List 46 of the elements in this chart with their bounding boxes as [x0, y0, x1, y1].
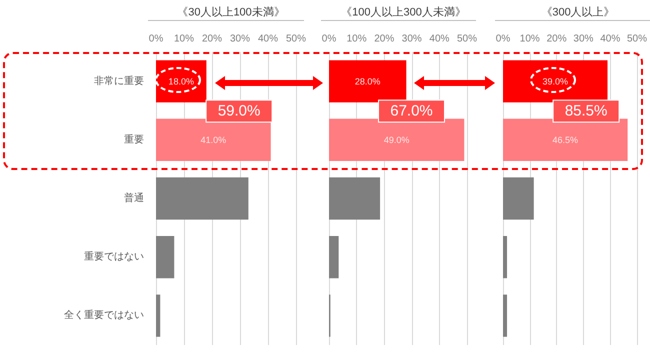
- x-tick-label: 0%: [322, 34, 336, 44]
- bar: [329, 236, 339, 278]
- bar: [156, 294, 160, 337]
- bar: [156, 177, 248, 220]
- y-tick-label: 全く重要ではない: [64, 309, 144, 322]
- bar: [503, 294, 508, 337]
- bar: [503, 177, 534, 220]
- x-tick-label: 10%: [346, 34, 367, 44]
- x-tick-label: 50%: [626, 34, 648, 44]
- x-tick-label: 40%: [258, 34, 278, 44]
- annotation: 67.0%: [390, 102, 433, 120]
- chart-title: 《100人以上300人未満》: [341, 6, 466, 18]
- data-label: 28.0%: [354, 76, 380, 86]
- x-tick-label: 50%: [456, 34, 478, 44]
- bar: [329, 177, 380, 220]
- data-label: 49.0%: [384, 134, 410, 145]
- chart-title: 《300人以上》: [541, 6, 615, 18]
- y-tick-label: 重要ではない: [84, 250, 144, 263]
- x-tick-label: 30%: [402, 34, 422, 44]
- y-tick-label: 非常に重要: [94, 74, 144, 87]
- annotation: 85.5%: [564, 102, 608, 120]
- annotation: 59.0%: [218, 102, 260, 120]
- y-tick-label: 重要: [124, 133, 144, 146]
- bar: [156, 60, 206, 102]
- x-tick-label: 20%: [546, 34, 567, 44]
- chart-title: 《30人以上100未満》: [177, 6, 285, 18]
- x-tick-label: 30%: [230, 34, 250, 44]
- x-tick-label: 50%: [286, 34, 306, 44]
- data-label: 39.0%: [542, 76, 568, 86]
- x-tick-label: 0%: [148, 34, 164, 44]
- x-tick-label: 20%: [202, 34, 222, 44]
- x-tick-label: 10%: [520, 34, 540, 44]
- x-tick-label: 30%: [573, 34, 594, 44]
- data-label: 46.5%: [552, 134, 578, 145]
- x-tick-label: 20%: [374, 34, 394, 44]
- bar: [329, 60, 406, 102]
- x-tick-label: 0%: [496, 34, 510, 44]
- bar: [156, 236, 174, 278]
- data-label: 18.0%: [168, 76, 194, 86]
- x-tick-label: 40%: [600, 34, 620, 44]
- bar: [329, 118, 464, 161]
- bar: [503, 236, 508, 278]
- x-tick-label: 40%: [429, 34, 450, 44]
- x-tick-label: 10%: [174, 34, 194, 44]
- y-tick-label: 普通: [124, 192, 144, 204]
- data-label: 41.0%: [200, 134, 226, 145]
